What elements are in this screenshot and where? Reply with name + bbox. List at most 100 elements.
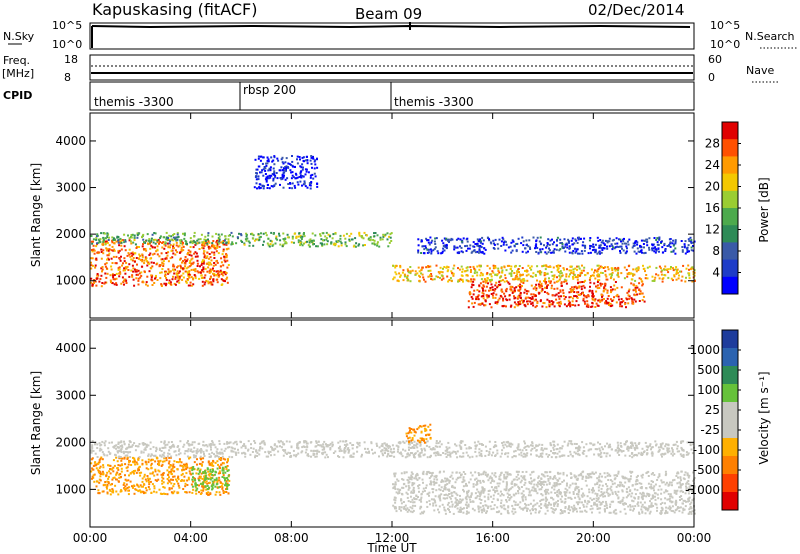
data-cell: [501, 236, 504, 239]
data-cell: [298, 175, 301, 178]
data-cell: [202, 270, 205, 273]
data-cell: [196, 463, 198, 466]
data-cell: [536, 270, 539, 273]
data-cell: [483, 285, 486, 288]
data-cell: [687, 244, 690, 247]
data-cell: [617, 272, 620, 275]
data-cell: [136, 463, 139, 466]
data-cell: [510, 273, 513, 276]
data-cell: [391, 451, 394, 454]
data-cell: [265, 234, 268, 237]
data-cell: [109, 468, 112, 470]
data-cell: [200, 489, 203, 492]
data-cell: [544, 268, 547, 271]
data-cell: [674, 240, 677, 243]
data-cell: [151, 284, 154, 286]
data-cell: [493, 289, 496, 292]
data-cell: [550, 284, 553, 287]
data-cell: [626, 446, 629, 449]
data-cell: [101, 440, 104, 443]
data-cell: [120, 490, 123, 493]
data-cell: [537, 251, 540, 254]
data-cell: [129, 446, 132, 449]
data-cell: [625, 477, 628, 480]
data-cell: [92, 264, 94, 267]
data-cell: [601, 249, 604, 251]
data-cell: [203, 283, 206, 286]
data-cell: [472, 280, 475, 283]
data-cell: [271, 244, 274, 247]
data-cell: [104, 481, 107, 483]
data-cell: [120, 467, 123, 470]
data-cell: [606, 278, 609, 281]
data-cell: [573, 291, 576, 293]
data-cell: [321, 243, 324, 246]
data-cell: [578, 501, 581, 504]
data-cell: [197, 271, 200, 274]
data-cell: [567, 455, 570, 457]
data-cell: [582, 269, 585, 272]
data-cell: [516, 297, 519, 300]
data-cell: [291, 182, 294, 185]
data-cell: [567, 299, 570, 302]
data-cell: [134, 252, 137, 255]
data-cell: [693, 240, 696, 243]
nsky-tick-bottom: 10^0: [52, 38, 82, 51]
data-cell: [90, 458, 93, 461]
data-cell: [175, 244, 178, 247]
data-cell: [490, 242, 493, 245]
data-cell: [417, 244, 420, 247]
data-cell: [544, 280, 547, 283]
data-cell: [273, 453, 276, 456]
data-cell: [223, 239, 226, 242]
data-cell: [200, 449, 203, 452]
data-cell: [520, 280, 523, 283]
data-cell: [189, 260, 192, 263]
data-cell: [158, 447, 161, 450]
data-cell: [314, 455, 317, 458]
data-cell: [137, 277, 140, 280]
data-cell: [218, 476, 221, 479]
data-cell: [123, 456, 126, 459]
data-cell: [162, 262, 165, 265]
data-cell: [358, 441, 361, 444]
data-cell: [481, 242, 484, 245]
data-cell: [603, 286, 606, 289]
data-cell: [435, 264, 438, 267]
data-cell: [223, 259, 226, 262]
data-cell: [670, 250, 673, 253]
data-cell: [183, 237, 186, 240]
data-cell: [493, 444, 496, 447]
data-cell: [97, 241, 100, 244]
data-cell: [672, 269, 675, 272]
data-cell: [619, 301, 622, 304]
data-cell: [558, 274, 561, 277]
data-cell: [420, 451, 423, 454]
data-cell: [109, 472, 112, 475]
data-cell: [348, 449, 351, 452]
data-cell: [442, 452, 445, 454]
data-cell: [263, 442, 266, 445]
data-cell: [654, 246, 657, 249]
data-cell: [480, 278, 483, 281]
data-cell: [211, 441, 214, 444]
data-cell: [145, 239, 148, 242]
data-cell: [93, 473, 96, 476]
data-cell: [101, 470, 104, 473]
data-cell: [280, 440, 282, 443]
nsearch-tick-top: 10^5: [710, 19, 740, 32]
data-cell: [671, 450, 674, 453]
data-cell: [400, 453, 403, 456]
data-cell: [272, 177, 275, 180]
data-cell: [230, 446, 233, 449]
data-cell: [552, 251, 555, 254]
data-cell: [131, 444, 134, 447]
data-cell: [177, 265, 180, 268]
data-cell: [640, 239, 643, 242]
data-cell: [565, 305, 568, 308]
data-cell: [150, 244, 153, 247]
data-cell: [640, 451, 643, 454]
data-cell: [579, 237, 582, 240]
data-cell: [168, 460, 171, 463]
data-cell: [618, 454, 621, 456]
